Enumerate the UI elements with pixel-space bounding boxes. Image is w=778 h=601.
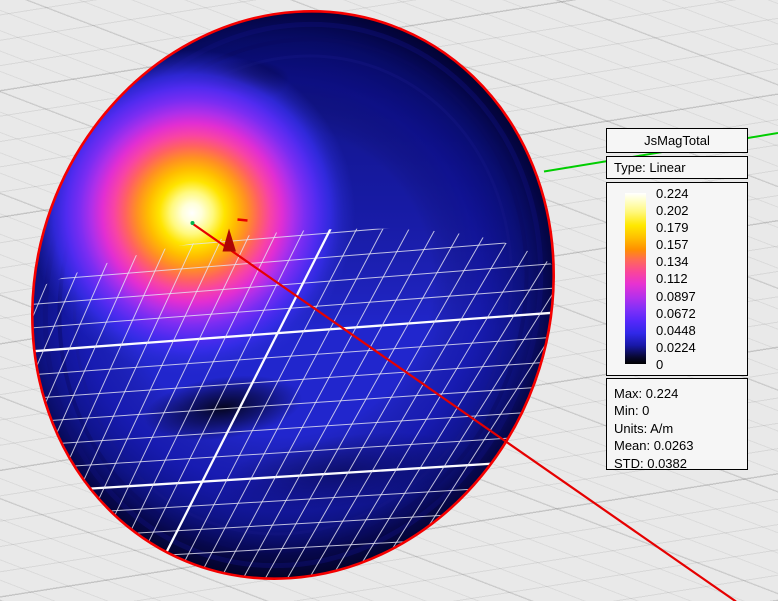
colorbar-tick: 0.112 <box>656 271 688 287</box>
colorbar-tick: 0 <box>656 356 664 372</box>
legend-scale-type: Type: Linear <box>606 156 748 179</box>
stat-mean: Mean: 0.0263 <box>614 438 694 454</box>
colorbar-tick: 0.0224 <box>656 339 696 355</box>
axis-x-red <box>192 223 737 601</box>
colorbar-tick: 0.0672 <box>656 305 696 321</box>
colorbar-tick: 0.224 <box>656 186 689 201</box>
legend-title: JsMagTotal <box>606 128 748 153</box>
colorbar-tick: 0.157 <box>656 237 689 253</box>
colorbar-tick: 0.0897 <box>656 288 696 304</box>
stat-max: Max: 0.224 <box>614 386 679 401</box>
colorbar-tick: 0.202 <box>656 203 689 219</box>
legend-colorbar: 0.224 0.202 0.179 0.157 0.134 0.112 0.08… <box>606 182 748 376</box>
colorbar-tick: 0.134 <box>656 254 689 270</box>
colorbar-tick: 0.0448 <box>656 322 696 338</box>
dish-rim-outline <box>31 10 555 580</box>
stat-std: STD: 0.0382 <box>614 455 687 471</box>
stat-min: Min: 0 <box>614 403 650 419</box>
origin-marker <box>190 221 195 225</box>
axis-arrow-cone <box>222 228 236 252</box>
legend-statistics: Max: 0.224 Min: 0 Units: A/m Mean: 0.026… <box>606 378 748 471</box>
axis-tick-dash <box>237 218 248 222</box>
stat-units: Units: A/m <box>614 420 674 436</box>
colorbar-gradient <box>625 193 646 364</box>
colorbar-tick: 0.179 <box>656 220 689 236</box>
colorbar-tick-labels: 0.224 0.202 0.179 0.157 0.134 0.112 0.08… <box>656 187 696 371</box>
legend-panel: JsMagTotal Type: Linear 0.224 0.202 0.17… <box>606 128 748 471</box>
